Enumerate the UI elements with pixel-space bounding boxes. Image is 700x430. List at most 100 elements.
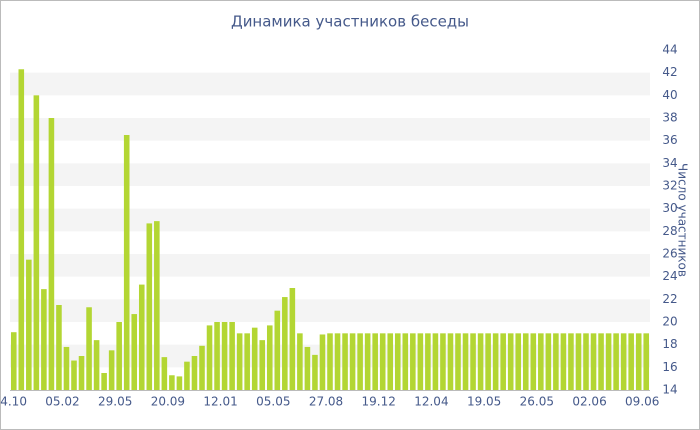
y-tick-label: 24 (662, 269, 677, 283)
y-tick-label: 16 (662, 360, 677, 374)
x-tick-label: 05.02 (45, 395, 79, 409)
bar (620, 333, 627, 390)
bar (184, 361, 190, 390)
bar (560, 333, 567, 390)
y-tick-label: 44 (662, 43, 677, 57)
bar (191, 356, 198, 390)
bar (402, 333, 409, 390)
bar (251, 327, 258, 390)
bar (131, 314, 138, 390)
x-tick-label: 12.04 (414, 395, 448, 409)
bar (304, 346, 311, 390)
x-tick-label: 09.06 (625, 395, 659, 409)
bar (553, 333, 559, 390)
bar (530, 333, 537, 390)
chart-title: Динамика участников беседы (231, 13, 469, 31)
bar (357, 333, 363, 390)
y-tick-label: 18 (662, 337, 677, 351)
bar (417, 333, 424, 390)
bar (266, 325, 273, 390)
bar (116, 322, 122, 390)
x-tick-label: 19.12 (362, 395, 396, 409)
bar (274, 310, 281, 390)
y-tick-label: 30 (662, 201, 677, 215)
bar (470, 333, 476, 390)
y-tick-label: 36 (662, 133, 677, 147)
bar (56, 305, 62, 390)
x-tick-label: 02.06 (572, 395, 606, 409)
bar (71, 360, 77, 390)
y-tick-label: 32 (662, 179, 677, 193)
grid-stripe (10, 254, 650, 277)
bar (206, 325, 213, 390)
grid-stripe (10, 118, 650, 141)
bar (214, 322, 220, 390)
bar (440, 333, 446, 390)
y-axis-title: Число участников (676, 163, 690, 277)
bar (327, 333, 333, 390)
bar (199, 345, 205, 390)
x-tick-label: 05.05 (256, 395, 290, 409)
bar (613, 333, 619, 390)
bar (485, 333, 491, 390)
bar (259, 340, 266, 390)
y-tick-label: 22 (662, 292, 677, 306)
bar (628, 333, 634, 390)
x-tick-label: 12.01 (203, 395, 237, 409)
bar (507, 333, 514, 390)
bar (455, 333, 461, 390)
bar (447, 333, 454, 390)
bar (410, 333, 416, 390)
bar (48, 118, 55, 390)
bar (282, 297, 288, 390)
bar (63, 346, 70, 390)
x-tick-label: 29.05 (98, 395, 132, 409)
bar (244, 333, 250, 390)
y-tick-label: 34 (662, 156, 677, 170)
bar (10, 332, 17, 390)
bar (425, 333, 431, 390)
bar (462, 333, 469, 390)
grid-stripe (10, 208, 650, 232)
y-tick-label: 20 (662, 315, 677, 329)
bar (372, 333, 378, 390)
bar (18, 69, 25, 391)
bar (575, 333, 582, 390)
bar (78, 356, 85, 390)
bar (33, 95, 40, 390)
bar (522, 333, 529, 390)
y-tick-label: 14 (662, 383, 677, 397)
bar (477, 333, 484, 390)
bar (583, 333, 589, 390)
grid-stripe (10, 72, 650, 96)
bar (108, 350, 115, 390)
bar (154, 221, 160, 390)
y-tick-label: 40 (662, 88, 677, 102)
x-tick-label: 14.10 (0, 395, 27, 409)
y-tick-label: 42 (662, 65, 677, 79)
bar (432, 333, 439, 390)
bar (123, 135, 130, 390)
bar (297, 333, 303, 390)
bar (169, 375, 175, 390)
bar (598, 333, 604, 390)
bar (364, 333, 371, 390)
bar (492, 333, 499, 390)
bar (590, 333, 597, 390)
bar (394, 333, 401, 390)
bar (101, 373, 107, 390)
bar (229, 322, 235, 390)
bar (176, 376, 183, 390)
bar (500, 333, 506, 390)
x-tick-label: 26.05 (520, 395, 554, 409)
bar (26, 259, 32, 390)
bar (319, 334, 326, 390)
bar (289, 288, 296, 390)
bar (538, 333, 544, 390)
x-tick-label: 19.05 (467, 395, 501, 409)
bar (221, 322, 228, 390)
bar (86, 307, 92, 390)
bar (349, 333, 356, 390)
bar (605, 333, 612, 390)
